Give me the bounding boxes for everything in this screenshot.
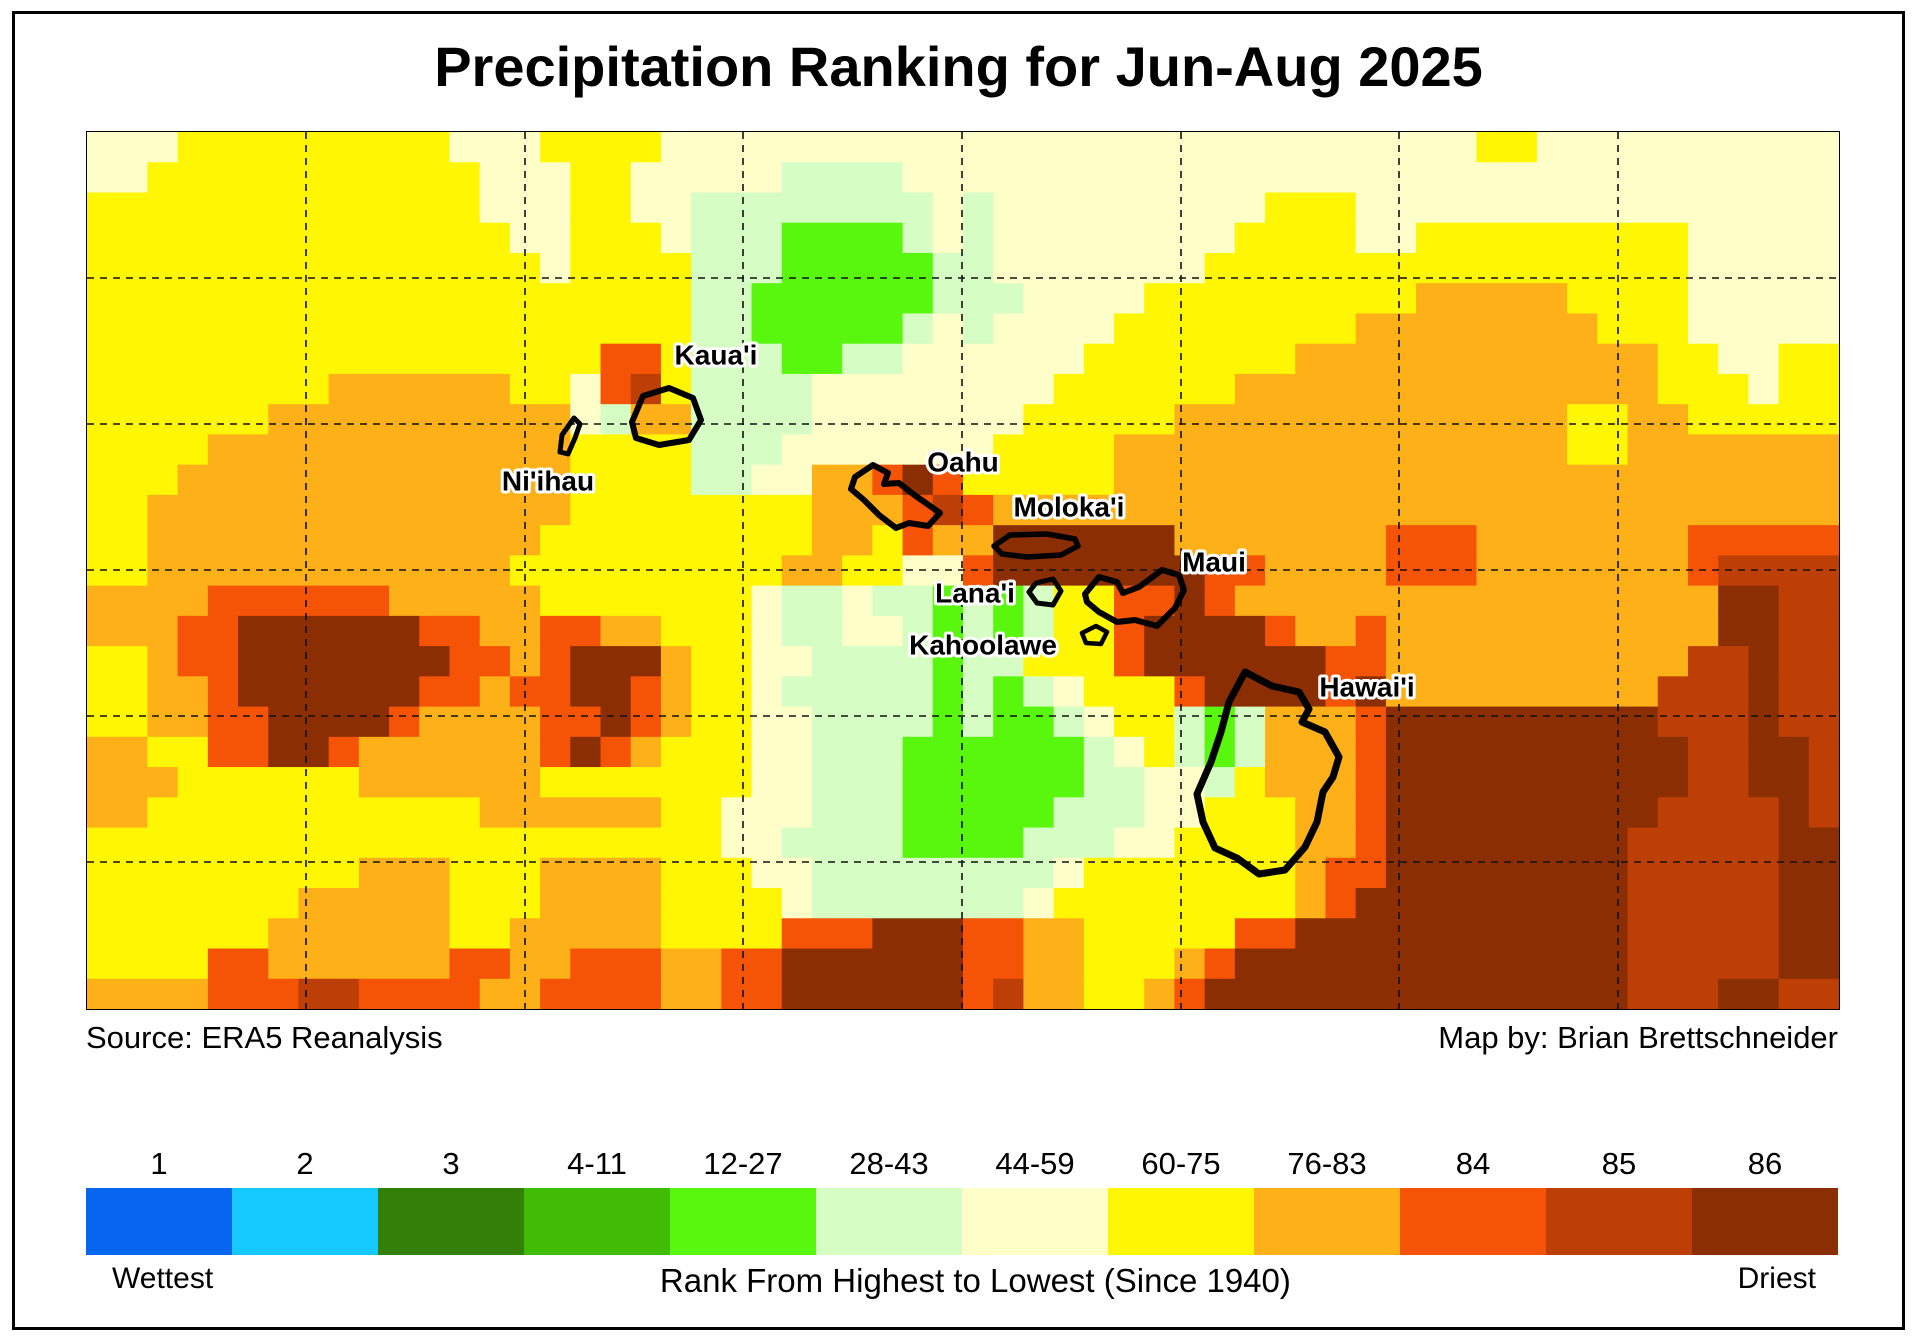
rank-raster-layer — [87, 132, 1839, 1009]
island-outlines-layer — [557, 385, 1343, 878]
island-label-kauai: Kaua'i — [675, 339, 758, 370]
island-label-maui: Maui — [1182, 546, 1246, 577]
island-outline-niihau — [557, 415, 583, 457]
source-text: Source: ERA5 Reanalysis — [86, 1020, 443, 1055]
island-label-niihau: Ni'ihau — [502, 465, 594, 496]
island-label-kahoolawe: Kahoolawe — [909, 629, 1057, 660]
legend-swatch — [670, 1188, 816, 1255]
legend-rank-label: 76-83 — [1287, 1146, 1367, 1181]
island-label-hawaii: Hawai'i — [1319, 671, 1414, 702]
legend-swatch — [378, 1188, 524, 1255]
legend-swatch — [1546, 1188, 1692, 1255]
legend-rank-label: 28-43 — [849, 1146, 929, 1181]
legend-captions: Wettest Rank From Highest to Lowest (Sin… — [86, 1262, 1838, 1300]
graticule-layer — [87, 132, 1839, 1009]
legend-swatch — [232, 1188, 378, 1255]
legend-driest-label: Driest — [1737, 1262, 1816, 1295]
legend-caption: Rank From Highest to Lowest (Since 1940) — [659, 1262, 1291, 1299]
island-label-lanai: Lana'i — [935, 577, 1015, 608]
island-label-molokai: Moloka'i — [1014, 491, 1125, 522]
island-outline-oahu — [848, 462, 943, 531]
credit-text: Map by: Brian Brettschneider — [1438, 1020, 1838, 1055]
island-outline-molokai — [991, 531, 1081, 560]
island-outline-lanai — [1026, 576, 1064, 608]
legend-rank-label: 84 — [1455, 1146, 1491, 1181]
page-title: Precipitation Ranking for Jun-Aug 2025 — [434, 35, 1483, 98]
legend-rank-label: 1 — [150, 1146, 168, 1181]
legend-swatch — [816, 1188, 962, 1255]
legend-rank-label: 85 — [1601, 1146, 1637, 1181]
island-outline-maui — [1082, 567, 1187, 629]
legend-rank-label: 4-11 — [567, 1146, 627, 1181]
legend-swatch — [1254, 1188, 1400, 1255]
legend-colorbar — [86, 1188, 1838, 1255]
island-outline-kahoolawe — [1079, 623, 1110, 647]
legend-rank-label: 44-59 — [995, 1146, 1075, 1181]
outer-border — [12, 11, 1905, 1330]
island-outline-kauai — [629, 385, 704, 448]
legend-rank-label: 3 — [442, 1146, 460, 1181]
legend-swatch — [86, 1188, 232, 1255]
legend-swatch — [1400, 1188, 1546, 1255]
legend-rank-label: 2 — [296, 1146, 314, 1181]
legend-wettest-label: Wettest — [112, 1262, 214, 1295]
island-label-oahu: Oahu — [927, 446, 999, 477]
legend-swatch — [962, 1188, 1108, 1255]
byline-row: Source: ERA5 Reanalysis Map by: Brian Br… — [86, 1020, 1838, 1056]
island-labels-layer: Kaua'i Ni'ihau Oahu Moloka'i Lana'i Kahoolawe… — [499, 336, 1418, 705]
precipitation-map: Kaua'i Ni'ihau Oahu Moloka'i Lana'i Kahoolawe… — [86, 131, 1840, 1010]
legend-swatch — [1108, 1188, 1254, 1255]
legend-swatch — [1692, 1188, 1838, 1255]
legend-swatch — [524, 1188, 670, 1255]
legend-rank-label: 60-75 — [1141, 1146, 1221, 1181]
legend-rank-label: 86 — [1747, 1146, 1783, 1181]
legend-rank-label: 12-27 — [703, 1146, 783, 1181]
legend-rank-labels: 1 2 3 4-11 12-27 28-43 44-59 60-75 76-83 84 85 86 — [86, 1146, 1838, 1182]
map-canvas: Kaua'i Ni'ihau Oahu Moloka'i Lana'i Kahoolawe… — [87, 132, 1839, 1009]
island-outline-hawaii — [1193, 668, 1343, 878]
